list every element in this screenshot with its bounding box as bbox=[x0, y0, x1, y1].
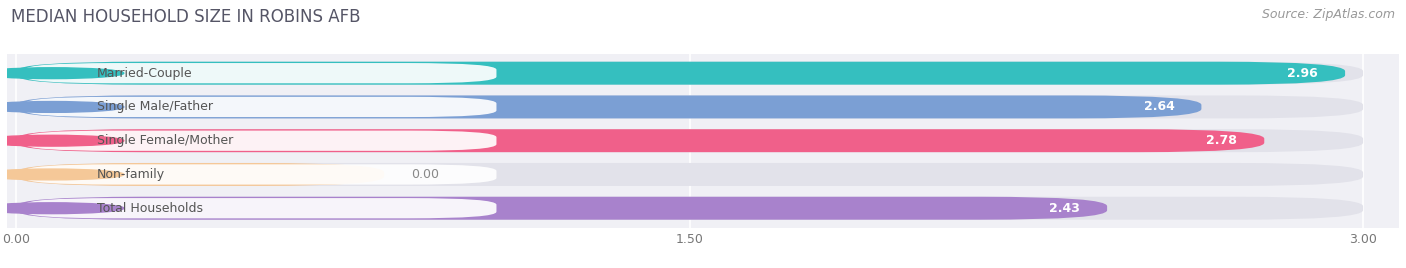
Circle shape bbox=[0, 68, 124, 79]
Text: Single Female/Mother: Single Female/Mother bbox=[97, 134, 233, 147]
FancyBboxPatch shape bbox=[15, 95, 1201, 118]
FancyBboxPatch shape bbox=[15, 163, 1362, 186]
FancyBboxPatch shape bbox=[15, 197, 1362, 220]
FancyBboxPatch shape bbox=[15, 129, 1264, 152]
Text: 2.96: 2.96 bbox=[1288, 67, 1319, 80]
Text: 0.00: 0.00 bbox=[411, 168, 439, 181]
Text: 2.78: 2.78 bbox=[1206, 134, 1237, 147]
FancyBboxPatch shape bbox=[15, 62, 1346, 85]
FancyBboxPatch shape bbox=[15, 129, 1362, 152]
FancyBboxPatch shape bbox=[25, 164, 496, 185]
FancyBboxPatch shape bbox=[25, 198, 496, 218]
FancyBboxPatch shape bbox=[15, 95, 1362, 118]
Circle shape bbox=[0, 203, 124, 214]
Text: Non-family: Non-family bbox=[97, 168, 165, 181]
Text: 2.43: 2.43 bbox=[1049, 202, 1080, 215]
Text: MEDIAN HOUSEHOLD SIZE IN ROBINS AFB: MEDIAN HOUSEHOLD SIZE IN ROBINS AFB bbox=[11, 8, 361, 26]
Circle shape bbox=[0, 102, 124, 112]
FancyBboxPatch shape bbox=[25, 63, 496, 83]
Circle shape bbox=[0, 169, 124, 180]
FancyBboxPatch shape bbox=[15, 197, 1107, 220]
Text: Source: ZipAtlas.com: Source: ZipAtlas.com bbox=[1261, 8, 1395, 21]
Text: Single Male/Father: Single Male/Father bbox=[97, 100, 212, 113]
Circle shape bbox=[0, 135, 124, 146]
FancyBboxPatch shape bbox=[25, 97, 496, 117]
Text: 2.64: 2.64 bbox=[1143, 100, 1174, 113]
FancyBboxPatch shape bbox=[15, 163, 384, 186]
Text: Total Households: Total Households bbox=[97, 202, 202, 215]
FancyBboxPatch shape bbox=[25, 131, 496, 151]
FancyBboxPatch shape bbox=[15, 62, 1362, 85]
Text: Married-Couple: Married-Couple bbox=[97, 67, 193, 80]
